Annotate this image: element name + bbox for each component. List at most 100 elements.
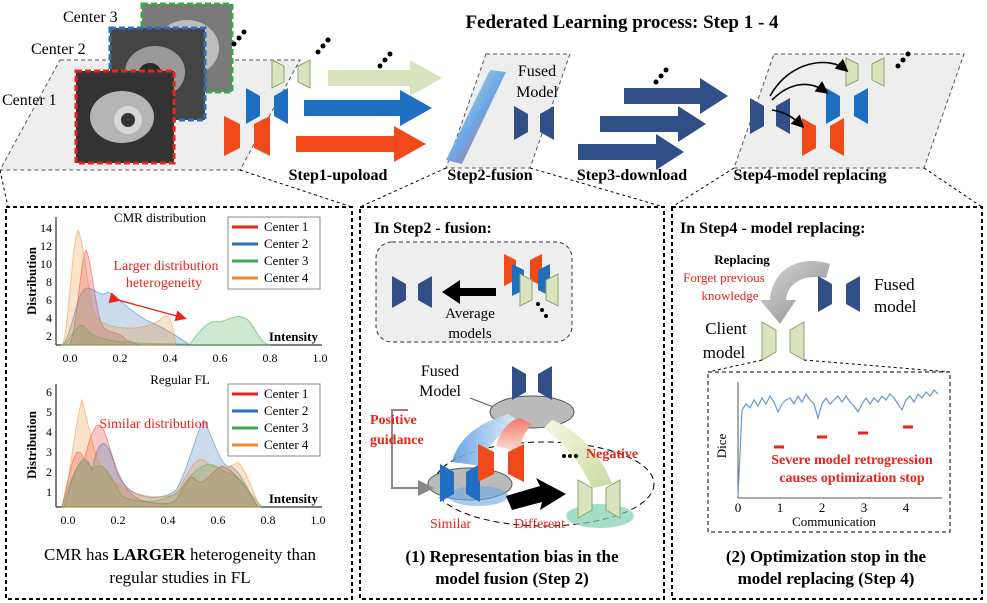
right-caption: model replacing (Step 4) [738, 569, 915, 588]
forget-label: knowledge [701, 288, 758, 303]
x-tick-label: 3 [861, 500, 868, 515]
y-tick-label: 14 [40, 221, 52, 235]
legend-label: Center 3 [264, 420, 308, 435]
y-tick-label: 4 [46, 425, 52, 439]
positive-label: Positive [370, 413, 417, 428]
heterogeneity-arrow [108, 292, 187, 322]
center1-distribution [61, 424, 259, 508]
center1-image [74, 69, 176, 165]
blue-model-icon [440, 464, 480, 502]
ellipsis-icon [536, 302, 548, 318]
center2-label: Center 2 [31, 41, 86, 58]
y-tick-label: 6 [46, 293, 52, 307]
step2-label: Step2-fusion [447, 167, 532, 184]
dice-chart: 0 1 2 3 4 Dice Communication Severe model re… [714, 382, 942, 529]
connector-line [529, 167, 665, 208]
ellipsis-icon [653, 67, 669, 85]
right-heading: In Step4 - model replacing: [680, 220, 865, 237]
retrogression-markers [774, 425, 913, 449]
guidance-line [391, 409, 434, 496]
pointer-line [469, 397, 497, 409]
step1-label: Step1-upoload [289, 167, 388, 184]
x-tick-label: 2 [819, 500, 826, 515]
average-label: Average [445, 306, 495, 322]
x-tick-label: 0.4 [163, 351, 178, 365]
middle-heading: In Step2 - fusion: [374, 220, 492, 237]
fused-label: Fused [421, 363, 459, 380]
legend-label: Center 2 [264, 403, 308, 418]
main-title: Federated Learning process: Step 1 - 4 [465, 12, 779, 33]
y-tick-label: 3 [46, 445, 52, 459]
y-tick-label: 4 [46, 311, 52, 325]
chart1-annotation: Larger distribution [113, 259, 218, 274]
legend-label: Center 3 [264, 253, 308, 268]
blue-model-icon [826, 88, 868, 124]
ellipsis-icon [377, 51, 393, 69]
blue-model-icon [246, 88, 288, 124]
connector-line [671, 167, 735, 208]
legend-label: Center 4 [264, 270, 309, 285]
different-arrow [506, 478, 566, 510]
x-tick-label: 0.0 [61, 513, 76, 527]
x-tick-label: 0 [735, 500, 742, 515]
upload-arrow-blue [304, 90, 432, 126]
center3-label: Center 3 [63, 9, 118, 26]
left-caption: CMR has LARGER heterogeneity than [44, 545, 316, 564]
replace-arrow [769, 58, 849, 97]
x-tick-label: 0.8 [263, 351, 278, 365]
upload-arrow-green [328, 60, 442, 96]
right-caption: (2) Optimization stop in the [726, 547, 927, 566]
fused-model-label: Fused [518, 63, 556, 80]
left-caption: regular studies in FL [109, 568, 250, 587]
chart2-xlabel: Intensity [269, 491, 319, 506]
connector-line [923, 167, 983, 208]
x-tick-label: 1.0 [311, 513, 326, 527]
middle-caption: model fusion (Step 2) [435, 569, 588, 588]
x-tick-label: 1.0 [313, 351, 328, 365]
center2-distribution [63, 419, 259, 508]
average-arrow [442, 280, 496, 304]
dice-chart-box [707, 371, 951, 533]
legend-label: Center 2 [264, 236, 308, 251]
connector-line [0, 169, 9, 208]
red-model-icon [478, 444, 524, 482]
replace-arrow [771, 81, 829, 101]
left-panel [5, 206, 353, 600]
positive-beam-red [496, 418, 532, 452]
y-tick-label: 1 [46, 485, 52, 499]
middle-caption: (1) Representation bias in the [405, 547, 619, 566]
x-tick-label: 0.8 [261, 513, 276, 527]
y-tick-label: 8 [46, 275, 52, 289]
x-tick-label: 0.0 [63, 351, 78, 365]
replacing-arrow [760, 261, 830, 324]
ellipsis-icon [562, 454, 578, 458]
center3-distribution [61, 461, 264, 508]
red-model-icon [224, 116, 270, 156]
chart1-xlabel: Intensity [269, 329, 319, 344]
different-glow [566, 504, 634, 528]
x-tick-label: 0.2 [113, 351, 128, 365]
replacing-label: Replacing [714, 252, 770, 267]
y-tick-label: 12 [40, 239, 52, 253]
green-model-icon [577, 479, 621, 519]
green-model-icon [761, 321, 805, 361]
fused-model-icon [392, 276, 432, 308]
chart2-ylabel: Distribution [24, 410, 39, 479]
chart1-annotation: heterogeneity [126, 276, 202, 291]
ellipsis-icon [231, 29, 247, 47]
fused-model-icon [818, 276, 860, 312]
center1-distribution [67, 249, 141, 346]
ellipsis-icon [895, 51, 911, 69]
upload-arrow-red [296, 126, 426, 162]
fused-model-label: Model [516, 84, 558, 101]
center3-distribution [61, 316, 271, 346]
center4-distribution [63, 398, 261, 508]
ellipsis-icon [315, 37, 331, 55]
green-model-icon [271, 59, 311, 89]
fused-model-icon [512, 366, 552, 400]
fused-model-text: Fused [874, 275, 915, 294]
fused-model-text: model [874, 297, 917, 316]
dice-xlabel: Communication [792, 514, 876, 529]
legend-label: Center 1 [264, 219, 308, 234]
